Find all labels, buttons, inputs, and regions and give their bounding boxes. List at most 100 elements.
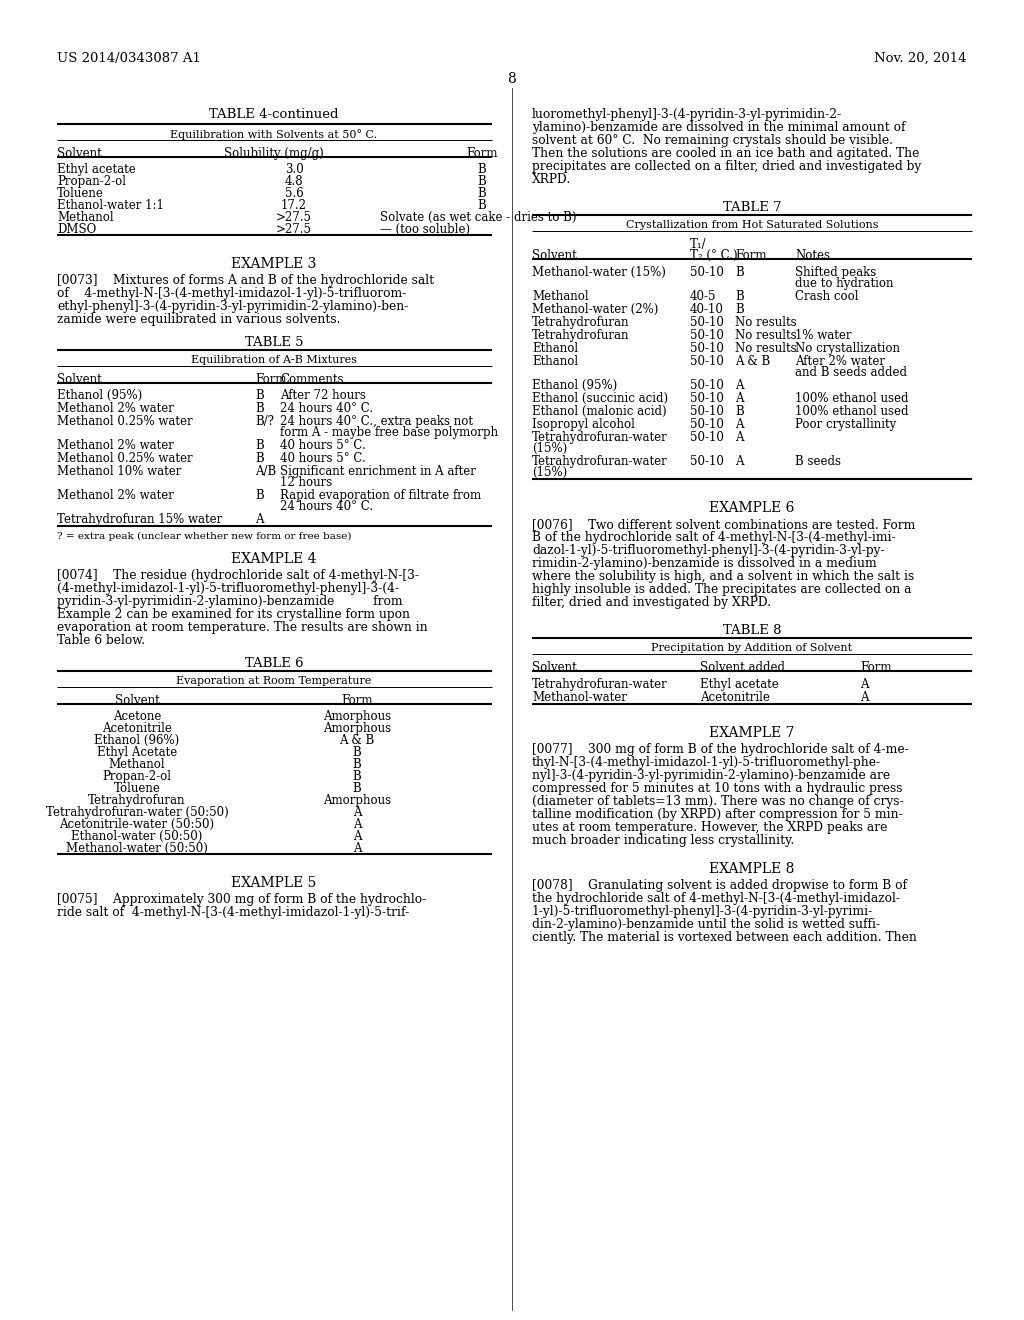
Text: >27.5: >27.5 (276, 211, 312, 224)
Text: 40-5: 40-5 (690, 290, 717, 304)
Text: EXAMPLE 5: EXAMPLE 5 (231, 876, 316, 890)
Text: Then the solutions are cooled in an ice bath and agitated. The: Then the solutions are cooled in an ice … (532, 147, 920, 160)
Text: precipitates are collected on a filter, dried and investigated by: precipitates are collected on a filter, … (532, 160, 922, 173)
Text: 1-yl)-5-trifluoromethyl-phenyl]-3-(4-pyridin-3-yl-pyrimi-: 1-yl)-5-trifluoromethyl-phenyl]-3-(4-pyr… (532, 906, 873, 917)
Text: B: B (735, 405, 743, 418)
Text: TABLE 4-continued: TABLE 4-continued (209, 108, 339, 121)
Text: US 2014/0343087 A1: US 2014/0343087 A1 (57, 51, 201, 65)
Text: DMSO: DMSO (57, 223, 96, 236)
Text: After 2% water: After 2% water (795, 355, 885, 368)
Text: A: A (352, 842, 361, 855)
Text: Methanol 10% water: Methanol 10% water (57, 465, 181, 478)
Text: compressed for 5 minutes at 10 tons with a hydraulic press: compressed for 5 minutes at 10 tons with… (532, 781, 902, 795)
Text: Notes: Notes (795, 249, 830, 261)
Text: A: A (352, 807, 361, 818)
Text: Ethanol-water (50:50): Ethanol-water (50:50) (72, 830, 203, 843)
Text: Poor crystallinity: Poor crystallinity (795, 418, 896, 432)
Text: 50-10: 50-10 (690, 329, 724, 342)
Text: >27.5: >27.5 (276, 223, 312, 236)
Text: zamide were equilibrated in various solvents.: zamide were equilibrated in various solv… (57, 313, 341, 326)
Text: Methanol 2% water: Methanol 2% water (57, 403, 174, 414)
Text: Tetrahydrofuran-water (50:50): Tetrahydrofuran-water (50:50) (46, 807, 228, 818)
Text: ride salt of  4-methyl-N-[3-(4-methyl-imidazol-1-yl)-5-trif-: ride salt of 4-methyl-N-[3-(4-methyl-imi… (57, 906, 410, 919)
Text: TABLE 5: TABLE 5 (245, 337, 303, 348)
Text: Crash cool: Crash cool (795, 290, 858, 304)
Text: A: A (860, 690, 868, 704)
Text: Acetonitrile: Acetonitrile (102, 722, 172, 735)
Text: B: B (352, 781, 361, 795)
Text: A: A (860, 678, 868, 690)
Text: XRPD.: XRPD. (532, 173, 571, 186)
Text: EXAMPLE 7: EXAMPLE 7 (710, 726, 795, 741)
Text: much broader indicating less crystallinity.: much broader indicating less crystallini… (532, 834, 795, 847)
Text: T₁/: T₁/ (690, 238, 707, 251)
Text: Amorphous: Amorphous (323, 722, 391, 735)
Text: B: B (735, 304, 743, 315)
Text: Tetrahydrofuran 15% water: Tetrahydrofuran 15% water (57, 513, 222, 525)
Text: [0073]    Mixtures of forms A and B of the hydrochloride salt: [0073] Mixtures of forms A and B of the … (57, 275, 434, 286)
Text: and B seeds added: and B seeds added (795, 366, 907, 379)
Text: (15%): (15%) (532, 466, 567, 479)
Text: Equilibration with Solvents at 50° C.: Equilibration with Solvents at 50° C. (170, 129, 378, 140)
Text: [0078]    Granulating solvent is added dropwise to form B of: [0078] Granulating solvent is added drop… (532, 879, 907, 892)
Text: Solubility (mg/g): Solubility (mg/g) (224, 147, 324, 160)
Text: Methanol 0.25% water: Methanol 0.25% water (57, 414, 193, 428)
Text: A: A (255, 513, 263, 525)
Text: Toluene: Toluene (114, 781, 161, 795)
Text: Form: Form (466, 147, 498, 160)
Text: (4-methyl-imidazol-1-yl)-5-trifluoromethyl-phenyl]-3-(4-: (4-methyl-imidazol-1-yl)-5-trifluorometh… (57, 582, 399, 595)
Text: 24 hours 40° C., extra peaks not: 24 hours 40° C., extra peaks not (280, 414, 473, 428)
Text: After 72 hours: After 72 hours (280, 389, 366, 403)
Text: B: B (735, 267, 743, 279)
Text: 40 hours 5° C.: 40 hours 5° C. (280, 440, 366, 451)
Text: B: B (255, 451, 264, 465)
Text: 24 hours 40° C.: 24 hours 40° C. (280, 403, 373, 414)
Text: evaporation at room temperature. The results are shown in: evaporation at room temperature. The res… (57, 620, 428, 634)
Text: Methanol: Methanol (109, 758, 165, 771)
Text: EXAMPLE 8: EXAMPLE 8 (710, 862, 795, 876)
Text: Acetonitrile: Acetonitrile (700, 690, 770, 704)
Text: 50-10: 50-10 (690, 405, 724, 418)
Text: Methanol-water (2%): Methanol-water (2%) (532, 304, 658, 315)
Text: Ethanol-water 1:1: Ethanol-water 1:1 (57, 199, 164, 213)
Text: Ethyl acetate: Ethyl acetate (57, 162, 136, 176)
Text: Table 6 below.: Table 6 below. (57, 634, 145, 647)
Text: B seeds: B seeds (795, 455, 841, 469)
Text: B: B (477, 162, 486, 176)
Text: Tetrahydrofuran: Tetrahydrofuran (88, 795, 185, 807)
Text: ethyl-phenyl]-3-(4-pyridin-3-yl-pyrimidin-2-ylamino)-ben-: ethyl-phenyl]-3-(4-pyridin-3-yl-pyrimidi… (57, 300, 409, 313)
Text: Ethanol: Ethanol (532, 342, 579, 355)
Text: 3.0: 3.0 (285, 162, 303, 176)
Text: A: A (735, 418, 743, 432)
Text: 50-10: 50-10 (690, 342, 724, 355)
Text: solvent at 60° C.  No remaining crystals should be visible.: solvent at 60° C. No remaining crystals … (532, 135, 893, 147)
Text: Tetrahydrofuran-water: Tetrahydrofuran-water (532, 678, 668, 690)
Text: filter, dried and investigated by XRPD.: filter, dried and investigated by XRPD. (532, 597, 771, 609)
Text: Methanol: Methanol (532, 290, 589, 304)
Text: B: B (477, 187, 486, 201)
Text: Form: Form (341, 694, 373, 708)
Text: Solvent: Solvent (115, 694, 160, 708)
Text: EXAMPLE 4: EXAMPLE 4 (231, 552, 316, 566)
Text: of    4-methyl-N-[3-(4-methyl-imidazol-1-yl)-5-trifluorom-: of 4-methyl-N-[3-(4-methyl-imidazol-1-yl… (57, 286, 407, 300)
Text: din-2-ylamino)-benzamide until the solid is wetted suffi-: din-2-ylamino)-benzamide until the solid… (532, 917, 880, 931)
Text: 8: 8 (508, 73, 516, 86)
Text: B: B (735, 290, 743, 304)
Text: Toluene: Toluene (57, 187, 103, 201)
Text: Methanol 2% water: Methanol 2% water (57, 440, 174, 451)
Text: Rapid evaporation of filtrate from: Rapid evaporation of filtrate from (280, 488, 481, 502)
Text: [0075]    Approximately 300 mg of form B of the hydrochlo-: [0075] Approximately 300 mg of form B of… (57, 894, 426, 906)
Text: ? = extra peak (unclear whether new form or free base): ? = extra peak (unclear whether new form… (57, 532, 351, 541)
Text: [0076]    Two different solvent combinations are tested. Form: [0076] Two different solvent combination… (532, 517, 915, 531)
Text: A & B: A & B (339, 734, 375, 747)
Text: B: B (352, 758, 361, 771)
Text: Propan-2-ol: Propan-2-ol (102, 770, 171, 783)
Text: Example 2 can be examined for its crystalline form upon: Example 2 can be examined for its crysta… (57, 609, 410, 620)
Text: utes at room temperature. However, the XRPD peaks are: utes at room temperature. However, the X… (532, 821, 888, 834)
Text: 1% water: 1% water (795, 329, 852, 342)
Text: Ethanol: Ethanol (532, 355, 579, 368)
Text: Form: Form (735, 249, 767, 261)
Text: 100% ethanol used: 100% ethanol used (795, 405, 908, 418)
Text: Amorphous: Amorphous (323, 795, 391, 807)
Text: dazol-1-yl)-5-trifluoromethyl-phenyl]-3-(4-pyridin-3-yl-py-: dazol-1-yl)-5-trifluoromethyl-phenyl]-3-… (532, 544, 885, 557)
